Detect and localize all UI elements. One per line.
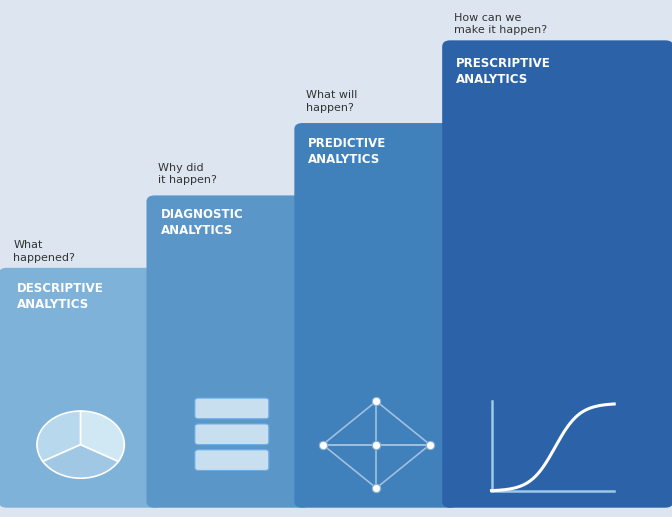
FancyBboxPatch shape bbox=[146, 195, 310, 508]
FancyBboxPatch shape bbox=[442, 40, 672, 508]
FancyBboxPatch shape bbox=[195, 398, 269, 419]
FancyBboxPatch shape bbox=[0, 268, 163, 508]
FancyBboxPatch shape bbox=[195, 450, 269, 470]
Text: DESCRIPTIVE
ANALYTICS: DESCRIPTIVE ANALYTICS bbox=[17, 282, 103, 311]
Text: Why did
it happen?: Why did it happen? bbox=[158, 163, 217, 185]
Text: PREDICTIVE
ANALYTICS: PREDICTIVE ANALYTICS bbox=[308, 137, 386, 166]
Text: What will
happen?: What will happen? bbox=[306, 90, 357, 113]
FancyBboxPatch shape bbox=[294, 123, 458, 508]
Wedge shape bbox=[37, 411, 81, 461]
Text: DIAGNOSTIC
ANALYTICS: DIAGNOSTIC ANALYTICS bbox=[161, 208, 244, 237]
Text: PRESCRIPTIVE
ANALYTICS: PRESCRIPTIVE ANALYTICS bbox=[456, 57, 550, 86]
Text: What
happened?: What happened? bbox=[13, 240, 75, 263]
Text: How can we
make it happen?: How can we make it happen? bbox=[454, 13, 547, 35]
Wedge shape bbox=[81, 411, 124, 462]
Wedge shape bbox=[43, 445, 118, 478]
FancyBboxPatch shape bbox=[195, 424, 269, 445]
